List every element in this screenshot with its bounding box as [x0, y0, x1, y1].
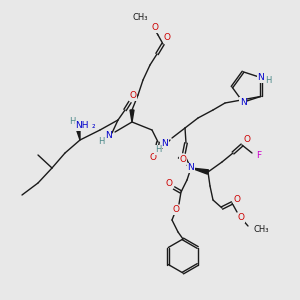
Text: O: O [244, 136, 250, 145]
Text: NH: NH [75, 122, 89, 130]
Text: O: O [179, 154, 187, 164]
Text: H: H [155, 146, 161, 154]
Polygon shape [191, 168, 208, 174]
Text: O: O [166, 179, 172, 188]
Text: O: O [149, 154, 157, 163]
Text: O: O [233, 194, 241, 203]
Text: N: N [258, 73, 264, 82]
Text: F: F [256, 151, 262, 160]
Text: O: O [172, 206, 179, 214]
Text: N: N [188, 164, 194, 172]
Text: N: N [240, 98, 246, 107]
Text: O: O [152, 23, 158, 32]
Text: CH₃: CH₃ [254, 226, 269, 235]
Text: N: N [105, 130, 111, 140]
Polygon shape [76, 128, 80, 140]
Text: O: O [238, 214, 244, 223]
Text: H: H [265, 76, 271, 85]
Text: H: H [98, 137, 104, 146]
Text: H: H [69, 116, 75, 125]
Polygon shape [130, 110, 134, 122]
Text: ₂: ₂ [91, 122, 95, 130]
Text: N: N [162, 139, 168, 148]
Text: CH₃: CH₃ [133, 14, 148, 22]
Text: O: O [130, 92, 136, 100]
Text: O: O [164, 34, 170, 43]
